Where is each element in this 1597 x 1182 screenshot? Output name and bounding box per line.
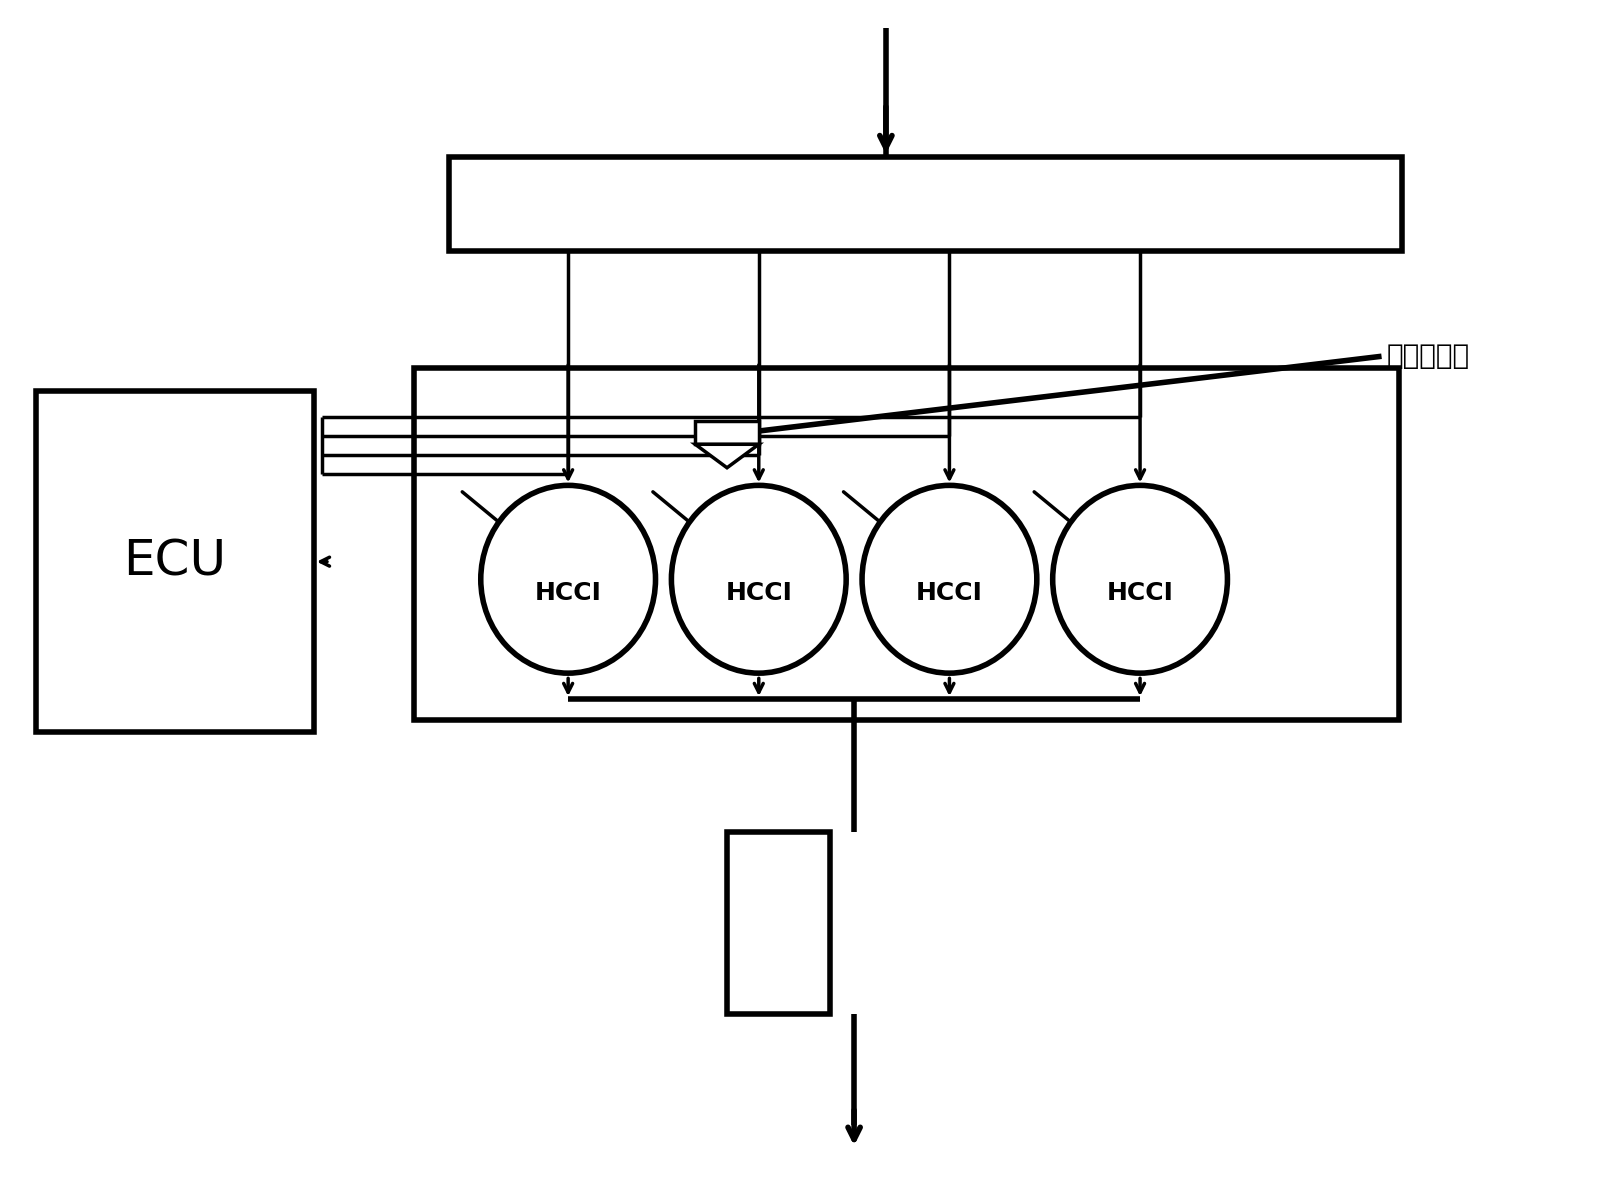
Text: HCCI: HCCI [535,582,602,605]
Ellipse shape [1052,486,1228,674]
Text: 爆震传感器: 爆震传感器 [1386,343,1469,370]
Bar [449,157,1402,251]
Ellipse shape [862,486,1036,674]
Bar [414,368,1399,720]
Text: HCCI: HCCI [725,582,792,605]
Bar [727,832,830,1013]
Text: HCCI: HCCI [917,582,982,605]
Polygon shape [695,444,759,468]
Ellipse shape [481,486,655,674]
Bar [695,421,759,444]
Text: HCCI: HCCI [1107,582,1174,605]
Ellipse shape [671,486,846,674]
Bar [37,391,315,732]
Text: ECU: ECU [123,538,227,585]
